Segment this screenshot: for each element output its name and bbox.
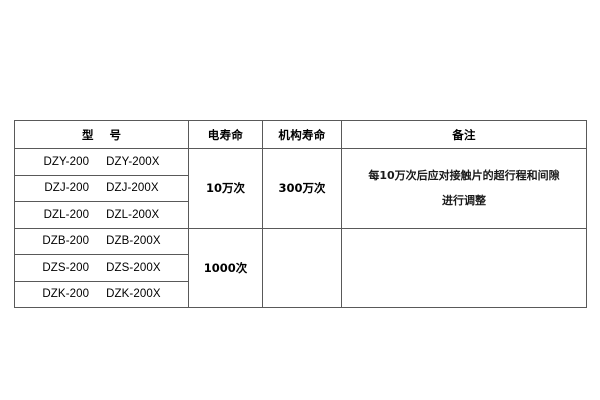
table-row: DZS-200 DZS-200X [14, 254, 587, 282]
table-row: DZJ-200 DZJ-200X [14, 174, 587, 202]
cell-electrical-life-group-2: 1000次 [188, 227, 263, 308]
model-code-variant: DZS-200X [106, 261, 161, 274]
column-header-model-char2: 号 [109, 127, 122, 142]
model-code-variant: DZY-200X [106, 155, 160, 168]
model-code-primary: DZS-200 [42, 261, 90, 274]
model-code-variant: DZK-200X [106, 288, 161, 301]
relay-life-specification-table: 型号 电寿命 机构寿命 备注 DZY-200 DZY-200X 10万次 300万… [14, 120, 587, 308]
table-row: DZY-200 DZY-200X 10万次 300万次 每10万次后应对接触片的超… [14, 148, 587, 229]
model-code-primary: DZB-200 [42, 235, 90, 248]
table-row: DZB-200 DZB-200X 1000次 [14, 227, 587, 308]
cell-model-dzy: DZY-200 DZY-200X [14, 148, 189, 176]
cell-electrical-life-group-1: 10万次 [188, 148, 263, 229]
table-row: DZL-200 DZL-200X [14, 201, 587, 229]
cell-model-dzs: DZS-200 DZS-200X [14, 254, 189, 282]
model-code-primary: DZY-200 [43, 155, 90, 168]
model-code-primary: DZK-200 [42, 288, 90, 301]
cell-mechanical-life-group-1: 300万次 [262, 148, 342, 229]
remarks-line-2: 进行调整 [442, 194, 486, 208]
cell-model-dzl: DZL-200 DZL-200X [14, 201, 189, 229]
model-code-primary: DZL-200 [43, 208, 90, 221]
model-code-variant: DZB-200X [106, 235, 161, 248]
spec-table-container: 型号 电寿命 机构寿命 备注 DZY-200 DZY-200X 10万次 300万… [14, 120, 587, 308]
cell-model-dzb: DZB-200 DZB-200X [14, 227, 189, 255]
column-header-electrical-life: 电寿命 [188, 120, 263, 149]
cell-mechanical-life-group-2 [262, 227, 342, 308]
model-code-variant: DZJ-200X [106, 182, 159, 195]
table-row: DZK-200 DZK-200X [14, 280, 587, 308]
column-header-model-char1: 型 [82, 127, 94, 142]
cell-model-dzk: DZK-200 DZK-200X [14, 280, 189, 308]
column-header-mechanical-life: 机构寿命 [262, 120, 342, 149]
model-code-variant: DZL-200X [106, 208, 160, 221]
table-header-row: 型号 电寿命 机构寿命 备注 [14, 120, 587, 149]
remarks-text-block: 每10万次后应对接触片的超行程和间隙 进行调整 [342, 161, 586, 215]
cell-model-dzj: DZJ-200 DZJ-200X [14, 174, 189, 202]
cell-remarks-group-1: 每10万次后应对接触片的超行程和间隙 进行调整 [341, 148, 587, 229]
column-header-remarks: 备注 [341, 120, 587, 149]
model-code-primary: DZJ-200 [44, 182, 90, 195]
cell-remarks-group-2 [341, 227, 587, 308]
column-header-model: 型号 [14, 120, 189, 149]
remarks-line-1: 每10万次后应对接触片的超行程和间隙 [368, 169, 560, 183]
